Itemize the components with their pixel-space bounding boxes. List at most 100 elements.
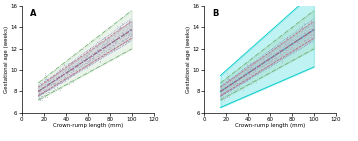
- Point: [78, 59, 84, 61]
- Point: [89, 56, 95, 59]
- Point: [55, 71, 61, 73]
- Point: [113, 48, 118, 50]
- Point: [290, 39, 296, 41]
- Point: [44, 86, 50, 88]
- Point: [65, 62, 71, 64]
- Point: [301, 32, 306, 34]
- Point: [106, 41, 111, 43]
- Point: [219, 92, 225, 94]
- Point: [122, 40, 128, 42]
- Point: [245, 80, 250, 82]
- Point: [125, 32, 131, 34]
- Point: [110, 41, 116, 43]
- Point: [228, 89, 234, 91]
- Point: [84, 64, 90, 66]
- Point: [84, 64, 90, 66]
- Point: [243, 79, 249, 81]
- Point: [228, 91, 233, 93]
- Point: [234, 74, 240, 76]
- Point: [231, 80, 237, 82]
- Point: [65, 71, 71, 73]
- Point: [105, 37, 111, 39]
- Point: [277, 57, 283, 59]
- Point: [66, 82, 72, 85]
- Point: [228, 91, 234, 93]
- Point: [45, 78, 50, 81]
- Point: [101, 39, 107, 42]
- Point: [245, 68, 251, 70]
- Point: [39, 97, 45, 99]
- Point: [235, 82, 241, 84]
- Text: B: B: [212, 9, 218, 18]
- Point: [238, 74, 244, 77]
- Point: [308, 33, 314, 35]
- Point: [44, 96, 49, 98]
- Point: [247, 70, 253, 73]
- Point: [272, 57, 278, 59]
- Point: [118, 27, 124, 29]
- Point: [252, 62, 258, 64]
- Point: [66, 66, 72, 68]
- Point: [120, 40, 126, 42]
- Point: [247, 62, 253, 64]
- Point: [219, 91, 224, 94]
- Point: [253, 66, 259, 68]
- Point: [54, 79, 59, 81]
- Point: [111, 48, 117, 50]
- Point: [303, 43, 308, 46]
- Point: [302, 32, 308, 34]
- Point: [250, 63, 256, 65]
- Point: [123, 38, 129, 40]
- Point: [252, 72, 257, 74]
- Point: [127, 24, 132, 26]
- Point: [306, 37, 311, 39]
- Point: [301, 35, 307, 38]
- Point: [258, 65, 263, 67]
- Point: [100, 45, 105, 47]
- Point: [65, 70, 71, 72]
- Point: [252, 68, 258, 70]
- Point: [226, 88, 231, 90]
- Point: [226, 94, 232, 96]
- Point: [293, 48, 299, 50]
- Point: [309, 24, 315, 26]
- Point: [128, 37, 134, 39]
- Point: [110, 40, 115, 42]
- Point: [36, 84, 42, 87]
- Point: [52, 82, 57, 85]
- Point: [64, 73, 70, 75]
- Point: [128, 34, 134, 36]
- Point: [251, 74, 257, 76]
- Point: [57, 79, 62, 81]
- Point: [46, 84, 52, 87]
- Point: [282, 43, 288, 45]
- Point: [221, 94, 226, 97]
- Point: [291, 48, 297, 50]
- Point: [124, 22, 130, 24]
- Point: [43, 81, 49, 83]
- Point: [112, 46, 117, 49]
- Point: [37, 98, 43, 101]
- Point: [263, 56, 269, 59]
- Point: [254, 72, 260, 74]
- Point: [298, 42, 304, 44]
- Point: [63, 69, 68, 71]
- Point: [263, 63, 269, 65]
- Point: [229, 88, 235, 90]
- Point: [57, 68, 63, 70]
- Point: [279, 41, 285, 43]
- Point: [271, 52, 277, 54]
- Point: [43, 83, 48, 85]
- Point: [125, 36, 131, 38]
- Point: [119, 23, 125, 25]
- Point: [265, 57, 271, 59]
- Point: [283, 39, 289, 42]
- Point: [231, 87, 236, 89]
- Point: [52, 74, 58, 76]
- Point: [70, 62, 76, 64]
- Point: [282, 46, 288, 48]
- Point: [288, 38, 294, 40]
- Point: [62, 73, 67, 76]
- Point: [53, 77, 58, 80]
- Point: [303, 35, 309, 37]
